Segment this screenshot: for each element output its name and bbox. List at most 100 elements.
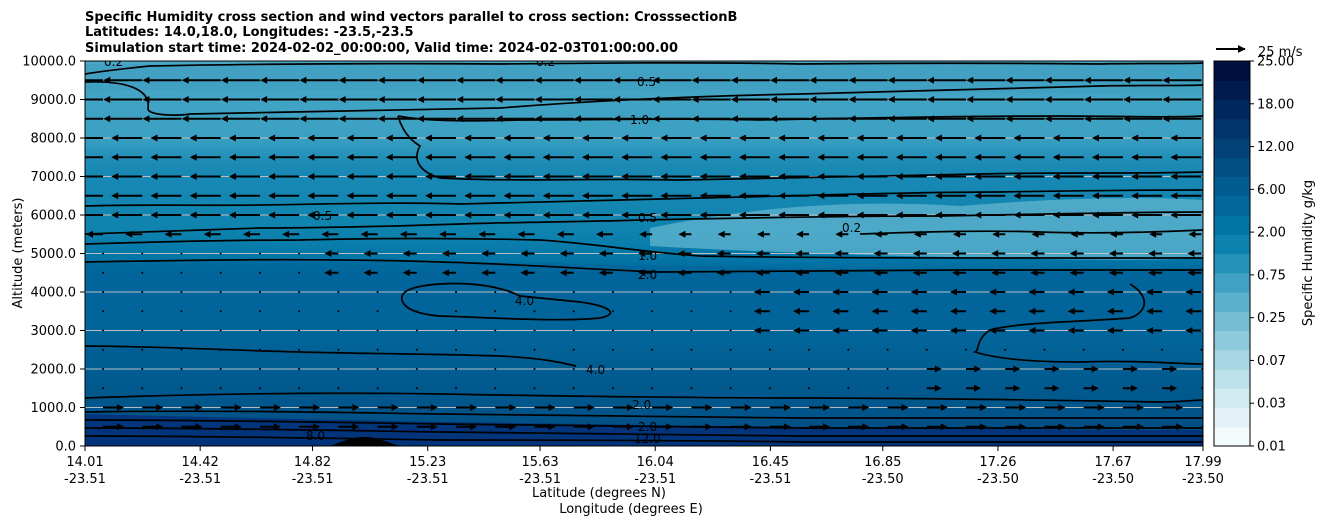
- wind-vector-head: [1013, 192, 1021, 200]
- wind-vector-head: [542, 173, 550, 180]
- y-tick-label: 6000.0: [31, 209, 77, 224]
- wind-vector-head: [156, 423, 164, 431]
- wind-vector-head: [738, 173, 746, 180]
- colorbar-tick-label: 0.03: [1257, 397, 1286, 412]
- wind-vector-head: [1187, 250, 1195, 257]
- y-axis-label: Altitude (meters): [11, 198, 26, 309]
- wind-vector-head: [156, 404, 164, 411]
- wind-vector-head: [666, 423, 674, 431]
- colorbar-tick-label: 0.25: [1257, 311, 1286, 326]
- colorbar-swatch: [1214, 272, 1250, 293]
- wind-vector-head: [464, 173, 472, 180]
- wind-vector-head: [730, 115, 738, 123]
- wind-vector-head: [391, 404, 399, 411]
- wind-vector-head: [556, 230, 564, 238]
- wind-vector-head: [950, 327, 958, 334]
- wind-vector-head: [103, 76, 111, 84]
- wind-vector-head: [660, 153, 668, 161]
- wind-vector-head: [966, 115, 974, 123]
- wind-vector-head: [360, 230, 368, 238]
- colorbar-tick-label: 0.01: [1257, 440, 1286, 455]
- wind-vector: [768, 368, 771, 370]
- wind-vector-head: [581, 192, 589, 200]
- wind-vector: [690, 291, 693, 293]
- wind-vector: [258, 310, 261, 313]
- wind-vector-head: [1028, 288, 1036, 296]
- wind-vector-head: [268, 153, 276, 161]
- colorbar-tick-label: 25.00: [1257, 55, 1294, 70]
- wind-vector-head: [738, 192, 746, 200]
- wind-vector-head: [1013, 365, 1021, 373]
- wind-vector-head: [1148, 250, 1156, 257]
- wind-vector-head: [809, 96, 817, 103]
- wind-vector-head: [503, 192, 511, 200]
- wind-vector-head: [1044, 96, 1052, 103]
- wind-vector: [455, 291, 458, 293]
- wind-vector: [690, 310, 693, 313]
- wind-vector-head: [874, 230, 882, 238]
- wind-vector-head: [895, 192, 903, 200]
- wind-vector: [102, 329, 104, 332]
- wind-vector-head: [1162, 115, 1170, 123]
- wind-vector-head: [887, 76, 895, 84]
- wind-vector: [768, 387, 771, 390]
- wind-vector-head: [299, 96, 307, 103]
- wind-vector: [376, 329, 379, 332]
- wind-vector-head: [1019, 404, 1027, 411]
- wind-vector: [847, 348, 850, 351]
- wind-vector-head: [974, 365, 982, 373]
- wind-vector-head: [1187, 269, 1195, 277]
- wind-vector: [141, 291, 144, 293]
- wind-vector: [1121, 348, 1124, 351]
- wind-vector: [258, 368, 261, 370]
- wind-vector-head: [587, 423, 595, 431]
- wind-vector: [455, 348, 458, 351]
- wind-vector-head: [142, 115, 150, 123]
- wind-vector: [258, 387, 261, 390]
- quiver-key: 25 m/s: [1216, 45, 1303, 60]
- wind-vector: [298, 329, 301, 332]
- wind-vector-head: [817, 134, 825, 142]
- wind-vector-head: [755, 269, 763, 277]
- x-tick-label-lon: -23.50: [1092, 472, 1134, 487]
- wind-vector-head: [220, 115, 228, 123]
- wind-vector: [102, 348, 104, 351]
- wind-vector-head: [324, 269, 332, 277]
- wind-vector-head: [509, 423, 517, 431]
- colorbar-tick-label: 2.00: [1257, 226, 1286, 241]
- wind-vector-head: [1052, 134, 1060, 142]
- wind-vector-head: [716, 250, 724, 257]
- wind-vector-head: [1052, 192, 1060, 200]
- wind-vector-head: [273, 423, 281, 431]
- wind-vector-head: [1013, 153, 1021, 161]
- wind-vector-head: [912, 250, 920, 257]
- wind-vector-head: [1091, 365, 1099, 373]
- wind-vector-head: [260, 115, 268, 123]
- wind-vector-head: [1097, 404, 1105, 411]
- wind-vector-head: [464, 134, 472, 142]
- wind-vector-head: [989, 307, 997, 315]
- wind-vector: [141, 310, 144, 313]
- wind-vector-head: [1069, 269, 1077, 277]
- wind-vector-head: [1091, 192, 1099, 200]
- wind-vector-head: [1030, 250, 1038, 257]
- wind-vector-head: [189, 192, 197, 200]
- wind-vector-head: [1052, 173, 1060, 180]
- wind-vector-head: [1091, 134, 1099, 142]
- colorbar-tick-label: 12.00: [1257, 140, 1294, 155]
- wind-vector: [415, 310, 418, 313]
- x-tick-label-lat: 14.82: [294, 455, 331, 470]
- wind-vector-head: [652, 96, 660, 103]
- wind-vector-head: [730, 96, 738, 103]
- wind-vector: [180, 387, 183, 390]
- wind-vector: [141, 271, 144, 274]
- wind-vector-head: [778, 211, 786, 219]
- wind-vector-head: [282, 230, 290, 238]
- wind-vector-head: [950, 307, 958, 315]
- wind-vector-head: [542, 192, 550, 200]
- wind-vector-head: [495, 115, 503, 123]
- wind-vector-head: [1083, 115, 1091, 123]
- wind-vector-head: [835, 230, 843, 238]
- wind-vector-head: [621, 134, 629, 142]
